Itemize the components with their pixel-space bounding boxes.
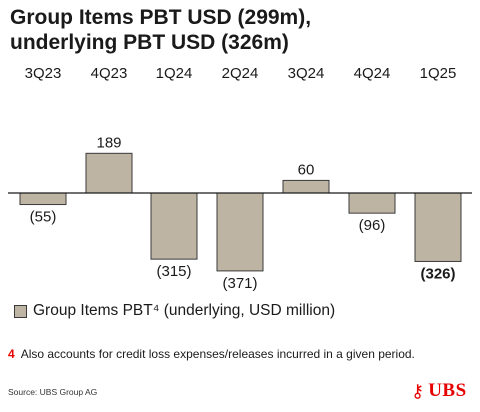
bar-chart: 3Q23 4Q23 1Q24 2Q24 3Q24 4Q24 1Q25 (55) 189 (315)… [8, 65, 472, 292]
chart-legend: Group Items PBT⁴ (underlying, USD millio… [14, 302, 335, 320]
chart-title-line-2: underlying PBT USD (326m) [10, 31, 289, 54]
bar [414, 192, 462, 262]
ubs-logo: ⚷ UBS [411, 380, 467, 402]
x-tick-label: 4Q23 [91, 65, 128, 82]
chart-title: Group Items PBT USD (299m), underlying P… [10, 5, 470, 55]
data-label: 60 [298, 161, 315, 178]
data-label: (326) [420, 265, 455, 282]
bar [85, 152, 133, 194]
x-tick-label: 1Q25 [420, 65, 457, 82]
data-label: (96) [359, 217, 386, 234]
x-tick-label: 2Q24 [222, 65, 259, 82]
bar [282, 179, 330, 194]
x-tick-label: 3Q24 [288, 65, 325, 82]
legend-swatch [14, 304, 27, 318]
ubs-keys-icon: ⚷ [411, 381, 425, 401]
bar [19, 192, 67, 206]
ubs-logo-text: UBS [428, 380, 467, 401]
data-label: (371) [222, 275, 257, 292]
bar [216, 192, 264, 272]
x-tick-label: 4Q24 [354, 65, 391, 82]
legend-label: Group Items PBT⁴ (underlying, USD millio… [33, 302, 336, 319]
x-tick-label: 1Q24 [156, 65, 193, 82]
data-label: 189 [96, 134, 121, 151]
bar [348, 192, 396, 214]
footnote: 4 Also accounts for credit loss expenses/… [8, 347, 415, 361]
footnote-text: Also accounts for credit loss expenses/r… [20, 347, 415, 361]
footnote-number: 4 [8, 347, 15, 361]
bar [150, 192, 198, 260]
data-label: (315) [156, 263, 191, 280]
x-tick-label: 3Q23 [25, 65, 62, 82]
source-note: Source: UBS Group AG [8, 387, 98, 397]
data-label: (55) [30, 209, 57, 226]
chart-title-line-1: Group Items PBT USD (299m), [10, 6, 312, 29]
